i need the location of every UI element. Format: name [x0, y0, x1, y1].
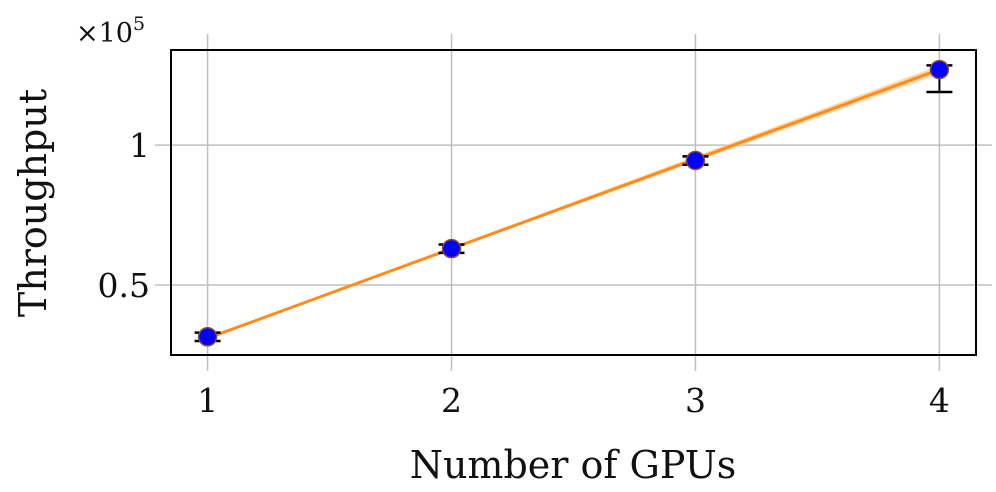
x-tick-labels: 1 2 3 4 [197, 381, 950, 420]
y-tick-label: 1 [129, 126, 150, 165]
y-axis-title: Throughput [11, 89, 55, 317]
x-tick-label: 1 [197, 381, 218, 420]
x-tick-label: 4 [929, 381, 950, 420]
fit-line [207, 68, 940, 340]
x-axis-title: Number of GPUs [410, 443, 737, 487]
data-point [929, 59, 950, 80]
data-points [197, 59, 950, 347]
data-point [197, 327, 218, 347]
y-multiplier: ×105 [76, 13, 145, 49]
plot-frame [170, 49, 977, 356]
data-point [441, 238, 462, 259]
x-tick-label: 3 [685, 381, 706, 420]
fit-line-group [207, 68, 940, 340]
x-tick-label: 2 [441, 381, 462, 420]
y-multiplier-base: ×10 [76, 18, 133, 49]
y-tick-labels: 0.51 [98, 126, 150, 305]
y-multiplier-exponent: 5 [133, 13, 145, 35]
data-point [685, 150, 706, 171]
y-tick-label: 0.5 [98, 266, 150, 305]
